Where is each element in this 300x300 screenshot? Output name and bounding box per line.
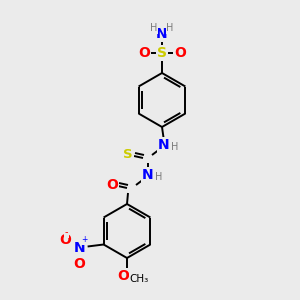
Text: O: O — [60, 233, 72, 248]
Text: N: N — [74, 242, 85, 256]
Text: O: O — [174, 46, 186, 60]
Text: H: H — [150, 23, 158, 33]
Text: H: H — [166, 23, 174, 33]
Text: S: S — [157, 46, 167, 60]
Text: -: - — [65, 227, 68, 238]
Text: CH₃: CH₃ — [129, 274, 148, 284]
Text: O: O — [138, 46, 150, 60]
Text: S: S — [123, 148, 133, 161]
Text: O: O — [106, 178, 118, 192]
Text: H: H — [155, 172, 163, 182]
Text: N: N — [158, 138, 170, 152]
Text: O: O — [74, 257, 85, 272]
Text: N: N — [142, 168, 154, 182]
Text: N: N — [156, 27, 168, 41]
Text: H: H — [171, 142, 179, 152]
Text: +: + — [81, 235, 88, 244]
Text: O: O — [117, 269, 129, 283]
